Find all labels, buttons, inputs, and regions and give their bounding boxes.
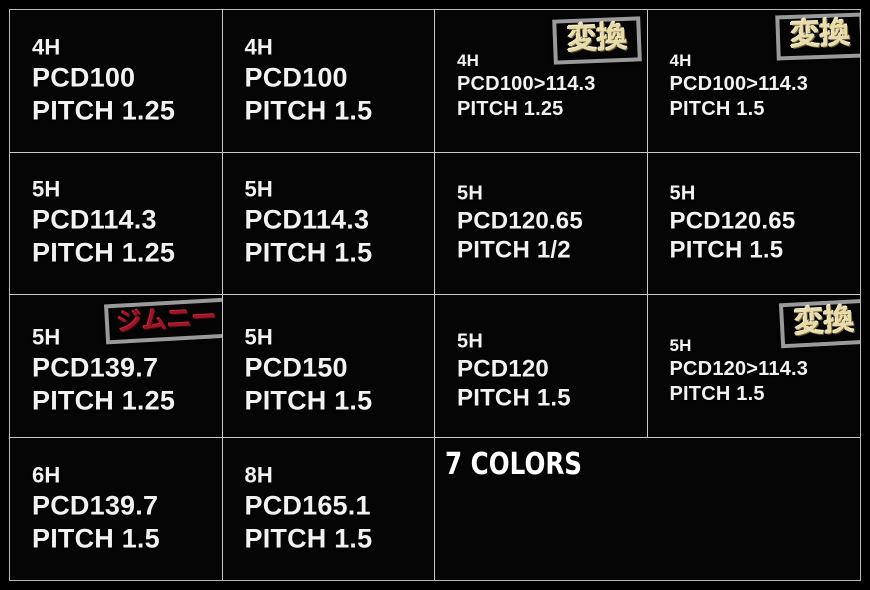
spec-cell-r3c3[interactable]: 5H PCD120 PITCH 1.5: [435, 295, 648, 438]
spec-text: 4H PCD100>114.3 PITCH 1.25: [457, 52, 596, 122]
hole-count: 5H: [457, 182, 483, 205]
spec-cell-r2c1[interactable]: 5H PCD114.3 PITCH 1.25: [10, 152, 223, 295]
spec-cell-r2c2[interactable]: 5H PCD114.3 PITCH 1.5: [222, 152, 435, 295]
spec-cell-r3c4[interactable]: 変換 5H PCD120>114.3 PITCH 1.5: [647, 295, 860, 438]
pcd-value: PCD114.3: [32, 204, 157, 235]
hole-count: 5H: [457, 330, 483, 353]
color-option-green[interactable]: ✓ グリーン: [730, 483, 842, 512]
colors-row-1: ✓ ブラック ✓ パープル ✓ グリーン: [443, 483, 856, 512]
check-icon: ✓: [640, 513, 656, 534]
pitch-value: PITCH 1.25: [32, 385, 176, 416]
colors-panel-cell: 7 COLORS ✓ ブラック ✓ パープル ✓ グリーン: [435, 437, 860, 581]
hole-count: 5H: [669, 182, 696, 205]
pcd-value: PCD139.7: [32, 352, 159, 383]
check-icon: ✓: [541, 513, 557, 534]
spec-text: 5H PCD150 PITCH 1.5: [245, 325, 373, 418]
pcd-value: PCD139.7: [32, 490, 159, 521]
spec-text: 8H PCD165.1 PITCH 1.5: [245, 462, 373, 555]
spec-cell-r4c2[interactable]: 8H PCD165.1 PITCH 1.5: [222, 437, 435, 580]
color-label: ブルー: [459, 509, 535, 539]
spec-text: 4H PCD100>114.3 PITCH 1.5: [670, 52, 809, 122]
colors-panel: 7 COLORS ✓ ブラック ✓ パープル ✓ グリーン: [435, 438, 860, 581]
spec-cell-r1c1[interactable]: 4H PCD100 PITCH 1.25: [10, 10, 223, 153]
hole-count: 4H: [669, 51, 692, 71]
pcd-value: PCD120.65: [669, 207, 796, 235]
color-label: ピンク: [558, 509, 634, 539]
pcd-value: PCD150: [244, 352, 348, 383]
pcd-value: PCD100: [32, 62, 136, 93]
pcd-value: PCD114.3: [244, 204, 370, 235]
pitch-value: PITCH 1.5: [457, 384, 571, 412]
pitch-value: PITCH 1.5: [244, 523, 373, 554]
pcd-value: PCD100>114.3: [457, 73, 596, 96]
pcd-value: PCD120>114.3: [669, 358, 809, 381]
colors-panel-title: 7 COLORS: [445, 446, 583, 482]
spec-cell-r3c1[interactable]: ジムニー 5H PCD139.7 PITCH 1.25: [10, 295, 223, 438]
check-icon: ✓: [730, 487, 745, 507]
spec-text: 5H PCD120.65 PITCH 1.5: [670, 182, 796, 265]
spec-text: 5H PCD114.3 PITCH 1.25: [32, 177, 175, 270]
check-icon: ✓: [457, 487, 472, 507]
hole-count: 4H: [32, 34, 61, 60]
pitch-value: PITCH 1.5: [244, 95, 373, 126]
spec-text: 5H PCD114.3 PITCH 1.5: [245, 177, 373, 270]
hole-count: 5H: [32, 325, 61, 351]
pcd-value: PCD120.65: [457, 207, 583, 235]
spec-text: 5H PCD139.7 PITCH 1.25: [32, 325, 175, 418]
pitch-value: PITCH 1.5: [669, 382, 765, 405]
pitch-value: PITCH 1.5: [244, 385, 373, 416]
check-icon: ✓: [443, 513, 458, 534]
spec-cell-r1c4[interactable]: 変換 4H PCD100>114.3 PITCH 1.5: [647, 10, 860, 153]
color-option-purple[interactable]: ✓ パープル: [594, 483, 706, 512]
pcd-value: PCD165.1: [244, 490, 371, 521]
hole-count: 4H: [244, 34, 274, 60]
pitch-value: PITCH 1.5: [244, 237, 373, 268]
spec-cell-r1c2[interactable]: 4H PCD100 PITCH 1.5: [222, 10, 435, 153]
color-label: グリーン: [746, 483, 842, 512]
spec-cell-r4c1[interactable]: 6H PCD139.7 PITCH 1.5: [10, 437, 223, 580]
spec-text: 5H PCD120.65 PITCH 1/2: [457, 182, 583, 265]
pitch-value: PITCH 1.25: [32, 95, 176, 126]
hole-count: 8H: [244, 462, 274, 488]
color-label: レッド: [657, 509, 733, 539]
spec-text: 4H PCD100 PITCH 1.5: [245, 34, 373, 127]
spec-text: 5H PCD120 PITCH 1.5: [457, 330, 571, 413]
spec-grid: 4H PCD100 PITCH 1.25 4H PCD100 PITCH 1.5…: [9, 9, 861, 581]
colors-list: ✓ ブラック ✓ パープル ✓ グリーン: [443, 483, 857, 539]
hole-count: 6H: [32, 462, 61, 488]
spec-text: 4H PCD100 PITCH 1.25: [32, 34, 175, 127]
pcd-value: PCD120: [457, 355, 549, 383]
pcd-value: PCD100: [244, 62, 348, 93]
pitch-value: PITCH 1/2: [457, 236, 571, 264]
pcd-value: PCD100>114.3: [669, 73, 809, 96]
hole-count: 5H: [669, 336, 692, 356]
color-option-blue[interactable]: ✓ ブルー: [443, 509, 535, 539]
color-option-pink[interactable]: ✓ ピンク: [541, 509, 634, 539]
pitch-value: PITCH 1.5: [669, 236, 784, 264]
spec-text: 6H PCD139.7 PITCH 1.5: [32, 462, 160, 555]
colors-row-2: ✓ ブルー ✓ ピンク ✓ レッド ✓ ゴールド: [443, 509, 857, 539]
color-option-black[interactable]: ✓ ブラック: [457, 483, 570, 512]
color-option-gold[interactable]: ✓ ゴールド: [739, 509, 857, 539]
color-label: ゴールド: [755, 509, 857, 539]
spec-text: 5H PCD120>114.3 PITCH 1.5: [670, 337, 809, 407]
check-icon: ✓: [594, 487, 609, 507]
color-option-red[interactable]: ✓ レッド: [640, 509, 733, 539]
color-label: ブラック: [473, 483, 570, 512]
spec-cell-r2c3[interactable]: 5H PCD120.65 PITCH 1/2: [435, 152, 648, 295]
color-label: パープル: [610, 483, 706, 512]
hole-count: 5H: [32, 176, 61, 202]
spec-cell-r2c4[interactable]: 5H PCD120.65 PITCH 1.5: [647, 152, 860, 295]
pitch-value: PITCH 1.5: [669, 97, 765, 120]
check-icon: ✓: [739, 513, 754, 534]
pitch-value: PITCH 1.25: [457, 97, 564, 120]
pitch-value: PITCH 1.25: [32, 237, 176, 268]
spec-cell-r1c3[interactable]: 変換 4H PCD100>114.3 PITCH 1.25: [435, 10, 648, 153]
spec-cell-r3c2[interactable]: 5H PCD150 PITCH 1.5: [222, 295, 435, 438]
pitch-value: PITCH 1.5: [32, 523, 160, 554]
hole-count: 5H: [244, 325, 274, 351]
hole-count: 4H: [457, 51, 480, 71]
hole-count: 5H: [244, 176, 274, 202]
